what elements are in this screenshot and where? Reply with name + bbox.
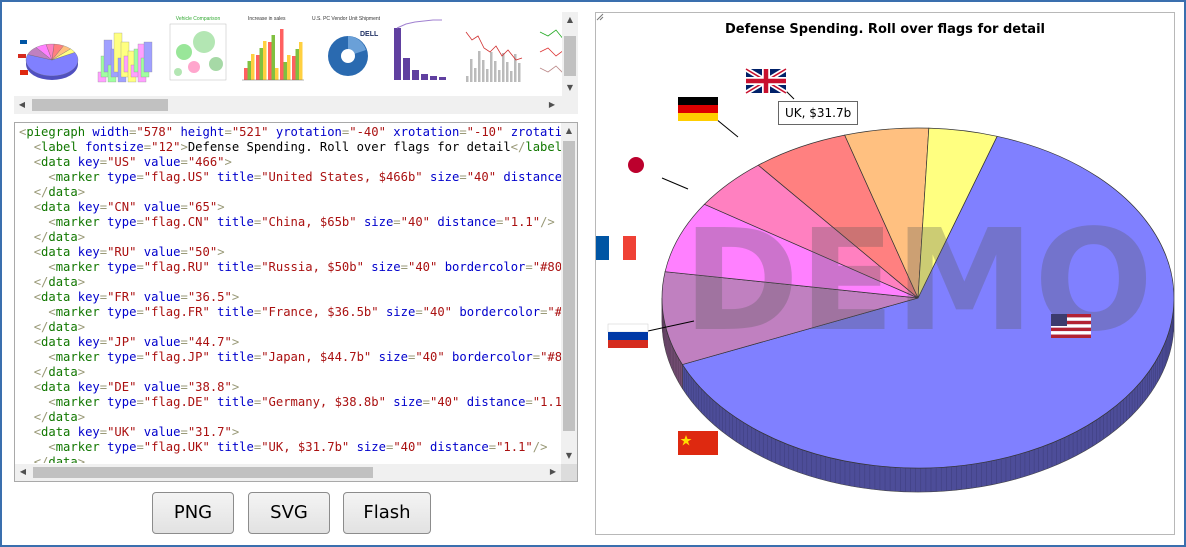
xml-code-editor[interactable]: <piegraph width="578" height="521" yrota… [14, 122, 578, 482]
svg-text:U.S. PC Vendor Unit Shipment: U.S. PC Vendor Unit Shipment [312, 16, 380, 22]
code-line[interactable]: <marker type="flag.JP" title="Japan, $44… [48, 350, 561, 364]
chart-thumbnail[interactable]: U.S. PC Vendor Unit Shipment DELL [312, 12, 380, 92]
scrollbar-thumb[interactable] [564, 36, 576, 76]
svg-button[interactable]: SVG [248, 492, 330, 534]
code-line[interactable]: </data> [33, 365, 86, 379]
thumbnail-preview-icon: U.S. PC Vendor Unit Shipment DELL [312, 16, 380, 76]
thumbnail-preview-icon [394, 19, 446, 80]
leader-line-jp [661, 177, 689, 190]
code-line[interactable]: <data key="UK" value="31.7"> [33, 425, 240, 439]
code-line[interactable]: <marker type="flag.US" title="United Sta… [48, 170, 561, 184]
pie-chart: DEMO [596, 66, 1174, 493]
scroll-right-icon[interactable]: ▶ [548, 100, 556, 109]
leader-line-ru [647, 320, 695, 332]
chart-thumbnail[interactable]: Increase in sales [238, 12, 306, 92]
chart-preview-panel: DEMO Defense Spending. Roll over flags f… [595, 12, 1175, 535]
code-line[interactable]: </data> [33, 410, 86, 424]
scrollbar-thumb[interactable] [33, 467, 373, 478]
flag-cn-icon[interactable] [678, 431, 718, 455]
thumbnail-preview-icon [18, 40, 79, 80]
png-button[interactable]: PNG [152, 492, 234, 534]
code-line[interactable]: <data key="FR" value="36.5"> [33, 290, 240, 304]
scrollbar-thumb[interactable] [563, 141, 575, 431]
thumbnail-preview-icon [97, 32, 153, 83]
code-line[interactable]: <label fontsize="12">Defense Spending. R… [33, 140, 561, 154]
svg-text:Increase in sales: Increase in sales [248, 16, 286, 22]
thumbnail-gallery: Vehicle Comparison Increase in sales U.S. … [14, 12, 578, 114]
thumbnail-preview-icon: Vehicle Comparison [169, 16, 227, 81]
flag-jp-icon[interactable] [616, 153, 656, 177]
scrollbar-thumb[interactable] [32, 99, 168, 111]
thumbnail-horizontal-scrollbar[interactable]: ◀ ▶ [14, 96, 578, 114]
flag-ru-icon[interactable] [607, 323, 649, 348]
chart-thumbnail[interactable]: Vehicle Comparison [164, 12, 232, 92]
svg-text:DELL: DELL [360, 31, 379, 38]
code-line[interactable]: <data key="CN" value="65"> [33, 200, 225, 214]
code-content[interactable]: <piegraph width="578" height="521" yrota… [19, 125, 561, 463]
flash-button[interactable]: Flash [343, 492, 431, 534]
code-line[interactable]: <data key="US" value="466"> [33, 155, 232, 169]
pie-slice-cn[interactable] [661, 271, 919, 365]
code-line[interactable]: </data> [33, 455, 86, 463]
code-line[interactable]: <data key="DE" value="38.8"> [33, 380, 240, 394]
resize-grip-icon[interactable] [596, 13, 604, 21]
code-line[interactable]: </data> [33, 275, 86, 289]
code-line[interactable]: <marker type="flag.CN" title="China, $65… [48, 215, 555, 229]
scroll-up-icon[interactable]: ▲ [565, 126, 573, 135]
code-line[interactable]: <data key="JP" value="44.7"> [33, 335, 240, 349]
scroll-left-icon[interactable]: ◀ [18, 100, 26, 109]
chart-thumbnail[interactable] [16, 12, 84, 92]
flag-uk-icon[interactable] [744, 66, 788, 96]
thumbnail-preview-icon [465, 31, 523, 82]
leader-line-de [715, 118, 739, 138]
scroll-right-icon[interactable]: ▶ [549, 467, 557, 476]
scroll-left-icon[interactable]: ◀ [19, 467, 27, 476]
code-line[interactable]: <marker type="flag.FR" title="France, $3… [48, 305, 561, 319]
pie-slice-uk[interactable] [917, 127, 998, 299]
scrollbar-corner [561, 464, 577, 481]
svg-text:Vehicle Comparison: Vehicle Comparison [176, 16, 221, 22]
editor-vertical-scrollbar[interactable]: ▲ ▼ [561, 123, 577, 465]
thumbnail-vertical-scrollbar[interactable]: ▲ ▼ [562, 12, 578, 96]
scroll-down-icon[interactable]: ▼ [565, 451, 573, 460]
thumbnail-preview-icon [539, 29, 562, 73]
editor-horizontal-scrollbar[interactable]: ◀ ▶ [15, 464, 577, 481]
thumbnail-strip: Vehicle Comparison Increase in sales U.S. … [14, 12, 562, 96]
pie-slice-us[interactable] [681, 135, 1174, 469]
demo-watermark: DEMO [683, 200, 1153, 363]
chart-tooltip: UK, $31.7b [778, 101, 859, 125]
flag-us-icon[interactable] [1051, 314, 1091, 338]
code-line[interactable]: </data> [33, 320, 86, 334]
chart-thumbnail[interactable] [460, 12, 528, 92]
chart-thumbnail[interactable] [534, 12, 562, 92]
code-line[interactable]: <marker type="flag.DE" title="Germany, $… [48, 395, 561, 409]
scroll-down-icon[interactable]: ▼ [566, 83, 574, 92]
code-line[interactable]: <piegraph width="578" height="521" yrota… [19, 125, 561, 139]
scroll-up-icon[interactable]: ▲ [566, 15, 574, 24]
flag-de-icon[interactable] [678, 97, 718, 121]
code-line[interactable]: <data key="RU" value="50"> [33, 245, 225, 259]
code-line[interactable]: </data> [33, 230, 86, 244]
chart-thumbnail[interactable] [386, 12, 454, 92]
code-line[interactable]: </data> [33, 185, 86, 199]
flag-fr-icon[interactable] [596, 236, 636, 260]
chart-thumbnail[interactable] [90, 12, 158, 92]
code-line[interactable]: <marker type="flag.UK" title="UK, $31.7b… [48, 440, 548, 454]
chart-title: Defense Spending. Roll over flags for de… [724, 22, 1045, 37]
code-line[interactable]: <marker type="flag.RU" title="Russia, $5… [48, 260, 561, 274]
pie-slice-ru[interactable] [664, 203, 919, 299]
thumbnail-preview-icon: Increase in sales [242, 16, 304, 81]
